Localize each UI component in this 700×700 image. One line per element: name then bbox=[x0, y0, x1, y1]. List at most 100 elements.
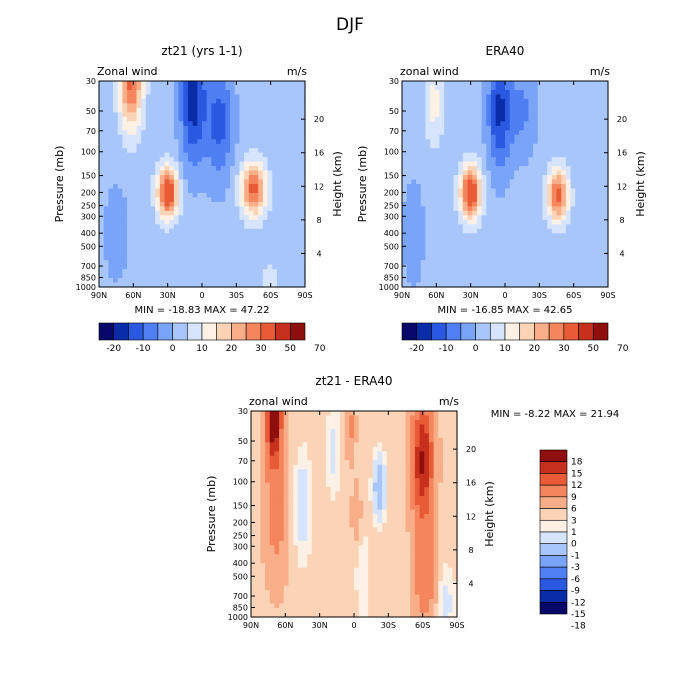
field-cell bbox=[253, 210, 259, 216]
field-cell bbox=[523, 246, 530, 252]
field-cell bbox=[442, 451, 449, 457]
field-cell bbox=[424, 437, 430, 443]
field-cell bbox=[396, 451, 402, 457]
field-cell bbox=[411, 94, 417, 100]
field-cell bbox=[519, 112, 525, 118]
field-cell bbox=[155, 98, 161, 104]
field-cell bbox=[281, 103, 287, 109]
field-cell bbox=[537, 224, 544, 230]
field-cell bbox=[295, 81, 301, 87]
field-cell bbox=[584, 246, 590, 252]
field-cell bbox=[99, 152, 105, 158]
field-cell bbox=[344, 411, 350, 417]
field-cell bbox=[575, 210, 581, 216]
field-cell bbox=[547, 242, 553, 248]
field-cell bbox=[122, 170, 128, 176]
field-cell bbox=[253, 192, 259, 199]
legend-swatch bbox=[186, 322, 203, 341]
field-cell bbox=[159, 89, 166, 96]
field-cell bbox=[533, 81, 539, 87]
field-cell bbox=[603, 237, 609, 243]
field-cell bbox=[230, 139, 236, 145]
field-cell bbox=[288, 478, 294, 484]
field-cell bbox=[169, 273, 175, 279]
field-cell bbox=[197, 206, 203, 212]
field-cell bbox=[290, 107, 297, 113]
field-cell bbox=[416, 242, 422, 248]
field-cell bbox=[183, 94, 189, 100]
field-cell bbox=[136, 224, 142, 230]
field-cell bbox=[430, 224, 436, 230]
field-cell bbox=[113, 81, 119, 87]
y-tick-label: 250 bbox=[384, 202, 399, 211]
field-cell bbox=[290, 246, 297, 252]
field-cell bbox=[396, 442, 402, 448]
field-cell bbox=[377, 428, 383, 434]
field-cell bbox=[372, 415, 379, 421]
field-cell bbox=[286, 269, 292, 275]
field-cell bbox=[272, 143, 278, 149]
field-cell bbox=[467, 152, 473, 158]
field-cell bbox=[416, 89, 422, 96]
field-cell bbox=[589, 161, 595, 167]
field-cell bbox=[402, 224, 408, 230]
field-cell bbox=[603, 273, 609, 279]
field-cell bbox=[425, 148, 431, 154]
field-cell bbox=[561, 161, 567, 167]
field-cell bbox=[211, 237, 217, 243]
field-cell bbox=[169, 192, 175, 199]
field-cell bbox=[467, 179, 473, 185]
field-cell bbox=[439, 242, 445, 248]
field-cell bbox=[363, 419, 369, 426]
field-cell bbox=[424, 424, 430, 430]
field-cell bbox=[239, 112, 245, 118]
field-cell bbox=[192, 161, 198, 167]
field-cell bbox=[321, 446, 327, 452]
field-cell bbox=[159, 201, 166, 207]
field-cell bbox=[335, 455, 341, 461]
field-cell bbox=[173, 255, 180, 261]
field-cell bbox=[481, 246, 487, 252]
field-cell bbox=[598, 85, 604, 91]
field-cell bbox=[335, 433, 341, 439]
field-cell bbox=[509, 215, 515, 221]
field-cell bbox=[286, 134, 292, 140]
field-cell bbox=[131, 134, 138, 140]
field-cell bbox=[108, 81, 114, 87]
field-cell bbox=[300, 125, 306, 131]
field-cell bbox=[603, 121, 609, 127]
field-cell bbox=[514, 103, 520, 109]
field-cell bbox=[253, 157, 259, 163]
field-cell bbox=[321, 419, 327, 426]
field-cell bbox=[349, 455, 355, 461]
field-cell bbox=[561, 192, 567, 199]
field-cell bbox=[537, 228, 544, 234]
field-cell bbox=[565, 148, 572, 154]
field-cell bbox=[425, 228, 431, 234]
field-cell bbox=[253, 282, 259, 288]
field-cell bbox=[113, 273, 119, 279]
y-tick-label: 150 bbox=[384, 172, 399, 181]
field-cell bbox=[293, 433, 299, 439]
legend-swatch bbox=[128, 322, 144, 341]
field-cell bbox=[239, 148, 245, 154]
field-cell bbox=[458, 121, 464, 127]
field-cell bbox=[509, 134, 515, 140]
field-cell bbox=[302, 482, 308, 488]
field-cell bbox=[533, 166, 539, 172]
field-cell bbox=[476, 161, 483, 167]
field-cell bbox=[377, 469, 383, 475]
field-cell bbox=[117, 148, 124, 154]
field-cell bbox=[519, 103, 525, 109]
field-cell bbox=[300, 107, 306, 113]
field-cell bbox=[547, 224, 553, 230]
field-cell bbox=[211, 184, 217, 190]
field-cell bbox=[533, 179, 539, 185]
field-cell bbox=[439, 103, 445, 109]
field-cell bbox=[476, 184, 483, 190]
field-cell bbox=[260, 460, 266, 466]
field-cell bbox=[584, 179, 590, 185]
field-cell bbox=[293, 487, 299, 493]
field-cell bbox=[230, 264, 236, 270]
field-cell bbox=[281, 112, 287, 118]
